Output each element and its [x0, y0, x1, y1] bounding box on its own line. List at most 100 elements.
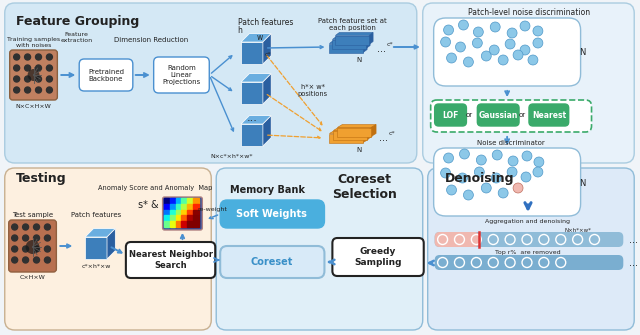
- FancyBboxPatch shape: [434, 18, 580, 86]
- Polygon shape: [332, 40, 366, 49]
- Circle shape: [508, 156, 518, 166]
- Text: Nearest Neighbor
Search: Nearest Neighbor Search: [129, 250, 212, 270]
- Text: h: h: [237, 26, 242, 35]
- Circle shape: [481, 51, 492, 61]
- Circle shape: [522, 151, 532, 161]
- Text: Patch-level noise discrimination: Patch-level noise discrimination: [468, 8, 590, 17]
- Polygon shape: [330, 131, 368, 134]
- Circle shape: [520, 45, 530, 55]
- FancyBboxPatch shape: [332, 238, 424, 276]
- Polygon shape: [333, 128, 372, 131]
- Bar: [170, 215, 175, 221]
- Polygon shape: [363, 41, 367, 53]
- Circle shape: [47, 65, 52, 71]
- Circle shape: [463, 57, 474, 67]
- Circle shape: [44, 224, 51, 230]
- Text: Memory Bank: Memory Bank: [230, 185, 305, 195]
- Circle shape: [458, 173, 467, 183]
- Circle shape: [22, 224, 29, 230]
- FancyBboxPatch shape: [435, 232, 623, 247]
- FancyBboxPatch shape: [220, 200, 324, 228]
- Polygon shape: [330, 134, 363, 142]
- Text: or: or: [518, 112, 525, 118]
- FancyBboxPatch shape: [126, 242, 215, 278]
- Polygon shape: [263, 74, 271, 104]
- FancyBboxPatch shape: [431, 100, 591, 132]
- Circle shape: [456, 42, 465, 52]
- Polygon shape: [85, 237, 107, 259]
- Text: c*×h*×w: c*×h*×w: [81, 264, 111, 269]
- Polygon shape: [241, 116, 271, 124]
- Bar: [193, 215, 199, 221]
- Circle shape: [24, 65, 31, 71]
- Circle shape: [22, 257, 29, 263]
- Circle shape: [33, 235, 40, 241]
- Text: c*: c*: [389, 131, 396, 136]
- Text: C×H×W: C×H×W: [20, 275, 45, 280]
- Bar: [188, 198, 193, 203]
- Polygon shape: [241, 42, 263, 64]
- Bar: [182, 198, 188, 203]
- Circle shape: [24, 87, 31, 93]
- Bar: [164, 204, 170, 209]
- Circle shape: [47, 87, 52, 93]
- FancyBboxPatch shape: [435, 255, 623, 270]
- Polygon shape: [241, 34, 271, 42]
- Bar: [164, 198, 170, 203]
- FancyBboxPatch shape: [163, 197, 202, 230]
- Text: LOF: LOF: [442, 111, 459, 120]
- Text: ...: ...: [379, 133, 388, 143]
- FancyBboxPatch shape: [79, 59, 133, 91]
- Text: Nearest: Nearest: [532, 111, 566, 120]
- Circle shape: [498, 188, 508, 198]
- Circle shape: [447, 53, 456, 63]
- FancyBboxPatch shape: [4, 168, 211, 330]
- Circle shape: [26, 240, 40, 254]
- Circle shape: [13, 54, 20, 60]
- Circle shape: [492, 150, 502, 160]
- FancyBboxPatch shape: [423, 3, 634, 163]
- Bar: [182, 210, 188, 215]
- Bar: [164, 215, 170, 221]
- Circle shape: [534, 157, 544, 167]
- Text: Feature
extraction: Feature extraction: [60, 32, 92, 43]
- Bar: [175, 215, 181, 221]
- Polygon shape: [337, 125, 376, 128]
- FancyBboxPatch shape: [435, 104, 467, 126]
- Bar: [170, 204, 175, 209]
- Bar: [188, 221, 193, 227]
- Circle shape: [458, 20, 468, 30]
- Text: Gaussian: Gaussian: [479, 111, 518, 120]
- Text: or: or: [466, 112, 473, 118]
- Bar: [164, 221, 170, 227]
- Polygon shape: [241, 74, 271, 82]
- Bar: [164, 210, 170, 215]
- Circle shape: [36, 87, 42, 93]
- Circle shape: [33, 257, 40, 263]
- Text: N: N: [580, 179, 586, 188]
- Bar: [170, 198, 175, 203]
- Text: Dimension Reduction: Dimension Reduction: [113, 37, 188, 43]
- Circle shape: [33, 246, 40, 252]
- Circle shape: [36, 54, 42, 60]
- Text: c*: c*: [265, 52, 271, 57]
- FancyBboxPatch shape: [216, 168, 423, 330]
- Circle shape: [472, 38, 483, 48]
- Text: w: w: [257, 33, 263, 42]
- Circle shape: [440, 168, 451, 178]
- Circle shape: [24, 76, 31, 82]
- Polygon shape: [330, 41, 367, 44]
- FancyBboxPatch shape: [477, 104, 519, 126]
- Circle shape: [498, 55, 508, 65]
- Polygon shape: [263, 116, 271, 146]
- Circle shape: [476, 155, 486, 165]
- FancyBboxPatch shape: [10, 50, 58, 100]
- Circle shape: [492, 173, 501, 183]
- Circle shape: [12, 224, 18, 230]
- FancyBboxPatch shape: [434, 148, 580, 216]
- FancyBboxPatch shape: [220, 246, 324, 278]
- Text: ...: ...: [377, 44, 386, 54]
- FancyBboxPatch shape: [428, 168, 634, 330]
- Polygon shape: [332, 37, 370, 40]
- Bar: [175, 198, 181, 203]
